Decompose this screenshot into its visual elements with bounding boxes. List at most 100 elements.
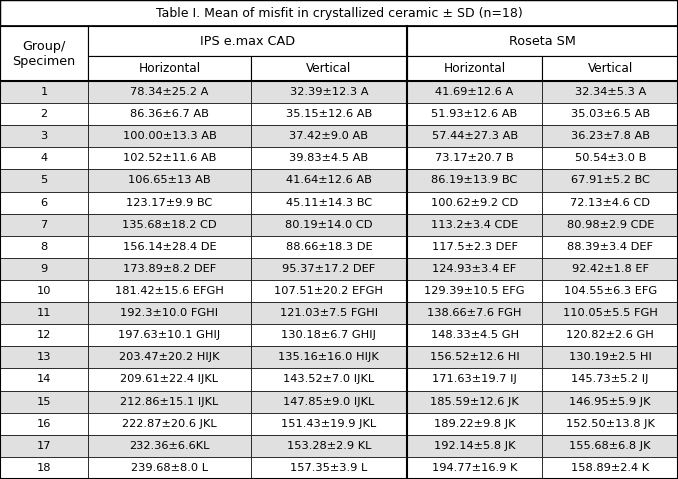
Bar: [0, 302, 88, 324]
Bar: [407, 236, 542, 258]
Text: 80.98±2.9 CDE: 80.98±2.9 CDE: [567, 220, 654, 230]
Bar: [407, 148, 542, 170]
Bar: [407, 56, 542, 81]
Text: 78.34±25.2 A: 78.34±25.2 A: [130, 87, 209, 97]
Bar: [542, 280, 678, 302]
Bar: [0, 390, 88, 412]
Bar: [251, 125, 407, 148]
Bar: [0, 103, 88, 125]
Bar: [542, 148, 678, 170]
Bar: [0, 368, 88, 390]
Text: 146.95±5.9 JK: 146.95±5.9 JK: [570, 397, 651, 407]
Bar: [88, 302, 251, 324]
Text: Vertical: Vertical: [588, 62, 633, 75]
Text: 6: 6: [41, 197, 47, 207]
Bar: [0, 26, 88, 81]
Bar: [251, 412, 407, 435]
Bar: [88, 435, 251, 457]
Bar: [88, 280, 251, 302]
Bar: [407, 457, 542, 479]
Text: 130.19±2.5 HI: 130.19±2.5 HI: [569, 353, 652, 363]
Bar: [407, 26, 678, 56]
Text: 212.86±15.1 IJKL: 212.86±15.1 IJKL: [121, 397, 218, 407]
Text: 86.36±6.7 AB: 86.36±6.7 AB: [130, 109, 209, 119]
Text: 171.63±19.7 IJ: 171.63±19.7 IJ: [432, 375, 517, 385]
Bar: [88, 148, 251, 170]
Text: 107.51±20.2 EFGH: 107.51±20.2 EFGH: [275, 286, 383, 296]
Bar: [88, 103, 251, 125]
Text: 104.55±6.3 EFG: 104.55±6.3 EFG: [563, 286, 657, 296]
Bar: [407, 192, 542, 214]
Bar: [251, 103, 407, 125]
Bar: [251, 148, 407, 170]
Text: Roseta SM: Roseta SM: [509, 34, 576, 48]
Bar: [0, 258, 88, 280]
Text: 124.93±3.4 EF: 124.93±3.4 EF: [433, 264, 517, 274]
Bar: [407, 214, 542, 236]
Bar: [88, 258, 251, 280]
Text: 152.50±13.8 JK: 152.50±13.8 JK: [565, 419, 655, 429]
Text: 239.68±8.0 L: 239.68±8.0 L: [131, 463, 208, 473]
Bar: [407, 435, 542, 457]
Text: 156.14±28.4 DE: 156.14±28.4 DE: [123, 242, 216, 252]
Bar: [251, 170, 407, 192]
Bar: [407, 324, 542, 346]
Text: 86.19±13.9 BC: 86.19±13.9 BC: [431, 175, 518, 185]
Text: 3: 3: [41, 131, 47, 141]
Text: 16: 16: [37, 419, 52, 429]
Text: Vertical: Vertical: [306, 62, 351, 75]
Bar: [542, 214, 678, 236]
Text: 32.34±5.3 A: 32.34±5.3 A: [574, 87, 646, 97]
Text: 41.69±12.6 A: 41.69±12.6 A: [435, 87, 514, 97]
Text: 10: 10: [37, 286, 52, 296]
Bar: [542, 346, 678, 368]
Text: 80.19±14.0 CD: 80.19±14.0 CD: [285, 220, 373, 230]
Bar: [542, 103, 678, 125]
Text: 135.16±16.0 HIJK: 135.16±16.0 HIJK: [279, 353, 379, 363]
Text: 157.35±3.9 L: 157.35±3.9 L: [290, 463, 367, 473]
Text: 232.36±6.6KL: 232.36±6.6KL: [129, 441, 210, 451]
Text: 192.3±10.0 FGHI: 192.3±10.0 FGHI: [121, 308, 218, 318]
Text: 100.00±13.3 AB: 100.00±13.3 AB: [123, 131, 216, 141]
Text: 73.17±20.7 B: 73.17±20.7 B: [435, 153, 514, 163]
Bar: [0, 435, 88, 457]
Bar: [251, 258, 407, 280]
Bar: [407, 412, 542, 435]
Text: 67.91±5.2 BC: 67.91±5.2 BC: [571, 175, 650, 185]
Bar: [542, 81, 678, 103]
Text: 155.68±6.8 JK: 155.68±6.8 JK: [570, 441, 651, 451]
Text: Table I. Mean of misfit in crystallized ceramic ± SD (n=18): Table I. Mean of misfit in crystallized …: [156, 7, 522, 20]
Text: 37.42±9.0 AB: 37.42±9.0 AB: [290, 131, 368, 141]
Bar: [407, 346, 542, 368]
Text: 135.68±18.2 CD: 135.68±18.2 CD: [122, 220, 217, 230]
Text: 45.11±14.3 BC: 45.11±14.3 BC: [285, 197, 372, 207]
Text: 92.42±1.8 EF: 92.42±1.8 EF: [572, 264, 649, 274]
Text: 203.47±20.2 HIJK: 203.47±20.2 HIJK: [119, 353, 220, 363]
Bar: [88, 81, 251, 103]
Bar: [88, 346, 251, 368]
Text: 158.89±2.4 K: 158.89±2.4 K: [571, 463, 650, 473]
Bar: [251, 324, 407, 346]
Text: 102.52±11.6 AB: 102.52±11.6 AB: [123, 153, 216, 163]
Text: 88.39±3.4 DEF: 88.39±3.4 DEF: [567, 242, 653, 252]
Text: 194.77±16.9 K: 194.77±16.9 K: [432, 463, 517, 473]
Bar: [88, 26, 407, 56]
Bar: [0, 148, 88, 170]
Bar: [542, 258, 678, 280]
Text: 106.65±13 AB: 106.65±13 AB: [128, 175, 211, 185]
Bar: [251, 346, 407, 368]
Bar: [0, 81, 88, 103]
Text: 57.44±27.3 AB: 57.44±27.3 AB: [431, 131, 518, 141]
Text: 12: 12: [37, 330, 52, 340]
Bar: [0, 192, 88, 214]
Bar: [88, 390, 251, 412]
Text: 41.64±12.6 AB: 41.64±12.6 AB: [286, 175, 372, 185]
Bar: [88, 125, 251, 148]
Text: 100.62±9.2 CD: 100.62±9.2 CD: [431, 197, 518, 207]
Bar: [88, 412, 251, 435]
Bar: [251, 192, 407, 214]
Text: Horizontal: Horizontal: [138, 62, 201, 75]
Bar: [542, 324, 678, 346]
Text: 123.17±9.9 BC: 123.17±9.9 BC: [126, 197, 213, 207]
Bar: [88, 457, 251, 479]
